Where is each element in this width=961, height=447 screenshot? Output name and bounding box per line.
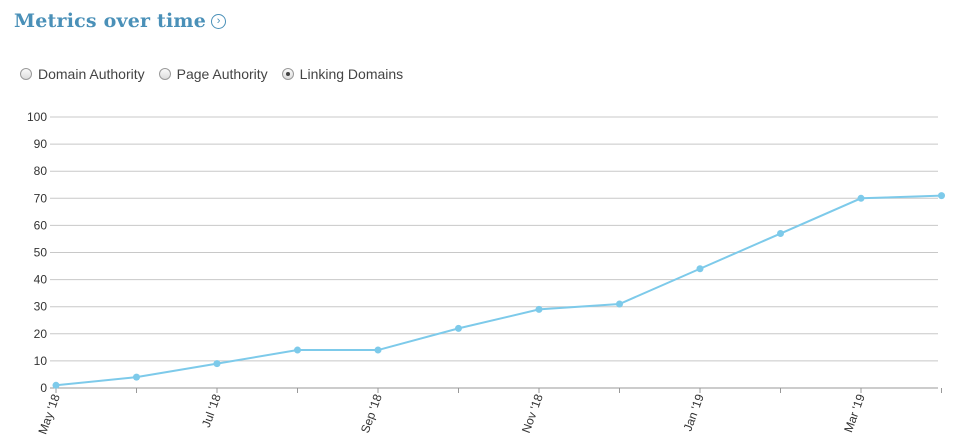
y-tick-label: 40	[34, 273, 48, 287]
x-tick-label: Jan '19	[681, 392, 707, 433]
page-title: Metrics over time	[14, 10, 207, 32]
y-tick-label: 60	[34, 218, 48, 232]
data-point	[857, 194, 865, 202]
x-tick-label: Sep '18	[358, 392, 385, 435]
radio-label: Domain Authority	[38, 66, 145, 82]
y-tick-label: 70	[34, 191, 48, 205]
y-tick-label: 0	[40, 381, 47, 395]
data-point	[938, 192, 945, 200]
chart-header: Metrics over time ›	[14, 10, 227, 32]
y-tick-label: 10	[34, 354, 48, 368]
radio-button-checked-icon[interactable]	[281, 68, 294, 80]
series-line	[55, 194, 942, 387]
x-tick-label: May '18	[35, 392, 63, 436]
data-point	[52, 381, 60, 389]
chevron-right-circle-icon[interactable]: ›	[211, 13, 227, 29]
data-point	[213, 360, 221, 368]
data-point	[374, 346, 382, 354]
radio-domain-authority[interactable]: Domain Authority	[20, 66, 145, 82]
radio-page-authority[interactable]: Page Authority	[158, 66, 268, 82]
radio-button-icon[interactable]	[20, 68, 32, 80]
data-point	[294, 346, 301, 354]
radio-button-icon[interactable]	[158, 68, 171, 80]
radio-label: Linking Domains	[299, 66, 404, 82]
data-point	[455, 324, 462, 332]
y-tick-label: 80	[34, 164, 48, 178]
y-tick-label: 100	[27, 110, 47, 124]
y-tick-label: 30	[34, 300, 48, 314]
data-point	[133, 373, 140, 381]
y-tick-label: 50	[34, 246, 48, 260]
data-point	[696, 265, 704, 273]
data-point	[616, 300, 623, 308]
radio-label: Page Authority	[176, 66, 268, 82]
x-tick-label: Mar '19	[841, 392, 868, 434]
radio-linking-domains[interactable]: Linking Domains	[281, 66, 404, 82]
x-tick-label: Nov '18	[519, 392, 546, 435]
metric-selector: Domain Authority Page Authority Linking …	[20, 66, 417, 82]
y-tick-label: 20	[34, 327, 48, 341]
x-tick-label: Jul '18	[199, 392, 224, 429]
data-point	[535, 305, 543, 313]
y-tick-label: 90	[34, 137, 48, 151]
data-point	[777, 230, 784, 238]
